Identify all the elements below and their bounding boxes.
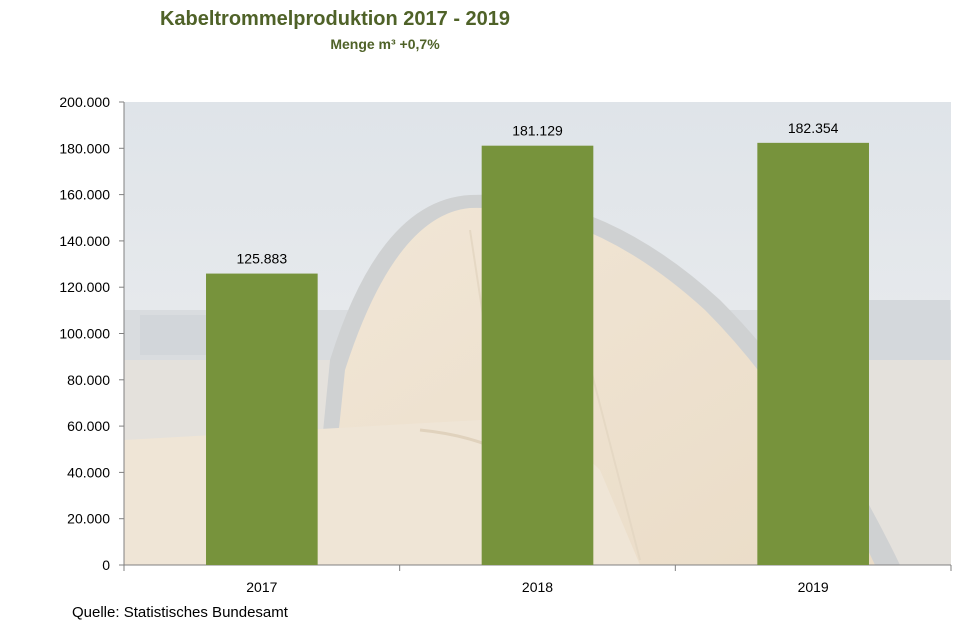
- y-tick-label: 180.000: [59, 140, 110, 156]
- bar-2017: [206, 273, 318, 565]
- y-tick-label: 80.000: [67, 372, 110, 388]
- y-tick-label: 200.000: [59, 94, 110, 110]
- chart-title: Kabeltrommelproduktion 2017 - 2019: [159, 8, 511, 30]
- y-tick-label: 160.000: [59, 187, 110, 203]
- y-tick-label: 20.000: [67, 511, 110, 527]
- data-label-2019: 182.354: [788, 120, 839, 136]
- y-tick-label: 140.000: [59, 233, 110, 249]
- chart-subtitle: Menge m³ +0,7%: [330, 36, 440, 52]
- x-tick-label-2019: 2019: [798, 579, 829, 595]
- source-note: Quelle: Statistisches Bundesamt: [72, 604, 288, 621]
- data-label-2017: 125.883: [237, 251, 288, 267]
- bar-2019: [757, 142, 869, 565]
- data-label-2018: 181.129: [512, 123, 563, 139]
- y-tick-label: 60.000: [67, 418, 110, 434]
- y-tick-label: 100.000: [59, 326, 110, 342]
- y-tick-label: 120.000: [59, 279, 110, 295]
- x-tick-label-2018: 2018: [522, 579, 553, 595]
- bar-2018: [481, 145, 594, 565]
- x-tick-label-2017: 2017: [246, 579, 277, 595]
- y-tick-label: 40.000: [67, 464, 110, 480]
- y-tick-label: 0: [102, 557, 110, 573]
